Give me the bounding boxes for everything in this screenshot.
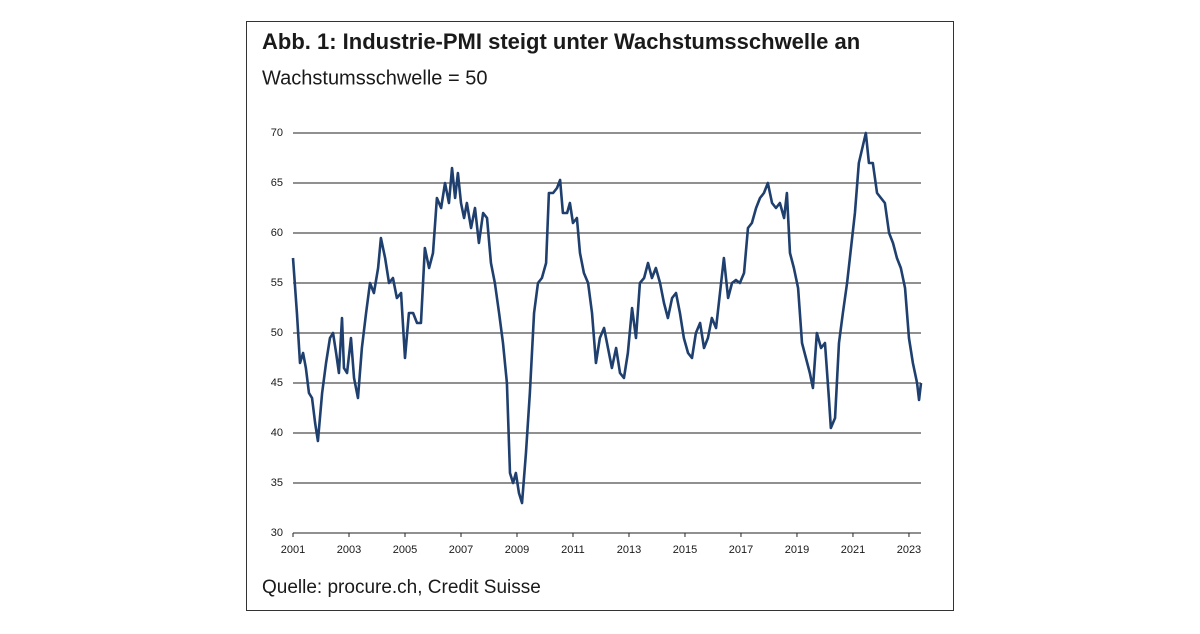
frame (246, 21, 954, 611)
y-tick-label: 40 (271, 427, 283, 439)
y-tick-label: 50 (271, 327, 283, 339)
source: Quelle: procure.ch, Credit Suisse (262, 577, 541, 598)
y-tick-label: 70 (271, 127, 283, 139)
x-tick-label: 2009 (505, 544, 529, 556)
x-tick-label: 2001 (281, 544, 305, 556)
x-tick-label: 2015 (673, 544, 697, 556)
y-tick-label: 60 (271, 227, 283, 239)
x-tick-label: 2017 (729, 544, 753, 556)
y-tick-label: 45 (271, 377, 283, 389)
y-tick-label: 35 (271, 477, 283, 489)
y-tick-label: 65 (271, 177, 283, 189)
x-tick-label: 2023 (897, 544, 921, 556)
x-tick-label: 2021 (841, 544, 865, 556)
line-series (291, 131, 923, 505)
y-tick-label: 55 (271, 277, 283, 289)
x-tick-label: 2005 (393, 544, 417, 556)
y-tick-label: 30 (271, 527, 283, 539)
chart-subtitle: Wachstumsschwelle = 50 (262, 67, 487, 89)
chart-title: Abb. 1: Industrie-PMI steigt unter Wachs… (262, 29, 860, 54)
x-tick-label: 2003 (337, 544, 361, 556)
x-tick-label: 2019 (785, 544, 809, 556)
x-tick-label: 2013 (617, 544, 641, 556)
x-tick-label: 2011 (561, 544, 585, 556)
x-tick-label: 2007 (449, 544, 473, 556)
